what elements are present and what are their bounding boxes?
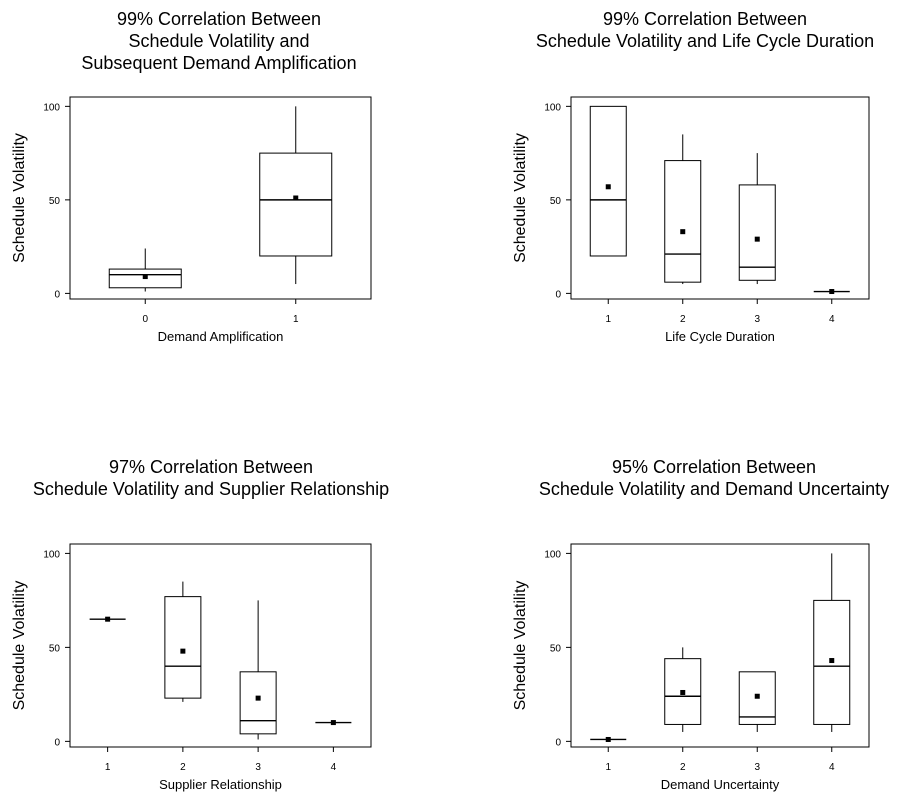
chart-title-line: 97% Correlation Between <box>109 457 313 477</box>
box-body <box>239 671 277 735</box>
y-tick-label: 0 <box>54 289 60 300</box>
plot-frame <box>570 543 870 748</box>
y-tick-label: 50 <box>49 643 61 654</box>
box-1 <box>89 616 126 622</box>
mean-marker <box>605 736 611 742</box>
box-4 <box>315 720 352 726</box>
x-tick-label: 1 <box>605 762 611 773</box>
box-1 <box>590 736 627 742</box>
x-tick-label: 1 <box>293 314 299 325</box>
y-tick-label: 0 <box>54 737 60 748</box>
box-body <box>108 268 182 289</box>
box-2 <box>164 581 202 702</box>
x-tick-label: 1 <box>605 314 611 325</box>
chart-title-line: Schedule Volatility and Life Cycle Durat… <box>536 31 874 51</box>
y-tick-label: 0 <box>555 737 561 748</box>
y-tick-label: 50 <box>49 196 61 207</box>
box-2 <box>664 134 702 285</box>
plot-frame <box>570 96 870 300</box>
box-body <box>738 671 776 725</box>
plot-frame <box>69 543 372 748</box>
y-tick-label: 100 <box>43 549 60 560</box>
y-tick-label: 50 <box>550 643 562 654</box>
box-3 <box>738 153 776 285</box>
mean-marker <box>680 689 686 695</box>
box-3 <box>738 671 776 732</box>
y-axis-label: Schedule Volatility <box>512 581 529 711</box>
x-axis-label: Demand Uncertainty <box>661 777 780 792</box>
chart-title-line: Subsequent Demand Amplification <box>81 53 356 73</box>
y-tick-label: 100 <box>544 102 561 113</box>
box-body <box>664 160 702 283</box>
box-body <box>813 599 851 725</box>
chart-title-line: Schedule Volatility and Supplier Relatio… <box>33 479 389 499</box>
x-axis-label: Supplier Relationship <box>159 777 282 792</box>
mean-marker <box>142 274 148 280</box>
mean-marker <box>605 184 611 190</box>
box-4 <box>813 289 850 295</box>
mean-marker <box>105 616 111 622</box>
chart-title-line: Schedule Volatility and <box>128 31 309 51</box>
chart-title-line: 99% Correlation Between <box>117 9 321 29</box>
box-1 <box>589 105 627 257</box>
y-axis-label: Schedule Volatility <box>11 581 28 711</box>
y-tick-label: 100 <box>43 102 60 113</box>
box-4 <box>813 553 851 732</box>
x-tick-label: 4 <box>331 762 337 773</box>
x-axis-label: Life Cycle Duration <box>665 329 775 344</box>
mean-marker <box>754 236 760 242</box>
x-tick-label: 3 <box>754 762 760 773</box>
x-tick-label: 3 <box>754 314 760 325</box>
x-tick-label: 3 <box>255 762 261 773</box>
box-body <box>164 596 202 699</box>
mean-marker <box>255 695 261 701</box>
x-tick-label: 2 <box>680 762 686 773</box>
y-tick-label: 0 <box>555 289 561 300</box>
x-axis-label: Demand Amplification <box>158 329 284 344</box>
box-body <box>664 658 702 725</box>
box-body <box>589 105 627 257</box>
x-tick-label: 1 <box>105 762 111 773</box>
x-tick-label: 4 <box>829 762 835 773</box>
mean-marker <box>829 658 835 664</box>
chart-title-line: Schedule Volatility and Demand Uncertain… <box>539 479 889 499</box>
mean-marker <box>754 693 760 699</box>
box-body <box>738 184 776 281</box>
y-tick-label: 50 <box>550 196 562 207</box>
box-body <box>259 152 333 257</box>
x-tick-label: 4 <box>829 314 835 325</box>
x-tick-label: 2 <box>680 314 686 325</box>
chart-title-line: 99% Correlation Between <box>603 9 807 29</box>
box-0 <box>108 248 182 292</box>
box-3 <box>239 600 277 740</box>
mean-marker <box>180 648 186 654</box>
mean-marker <box>680 229 686 235</box>
mean-marker <box>330 720 336 726</box>
mean-marker <box>293 195 299 201</box>
x-tick-label: 2 <box>180 762 186 773</box>
y-axis-label: Schedule Volatility <box>11 133 28 263</box>
chart-title-line: 95% Correlation Between <box>612 457 816 477</box>
plot-frame <box>69 96 372 300</box>
mean-marker <box>829 289 835 295</box>
y-tick-label: 100 <box>544 549 561 560</box>
y-axis-label: Schedule Volatility <box>512 133 529 263</box>
box-2 <box>664 647 702 732</box>
x-tick-label: 0 <box>142 314 148 325</box>
box-1 <box>259 106 333 285</box>
